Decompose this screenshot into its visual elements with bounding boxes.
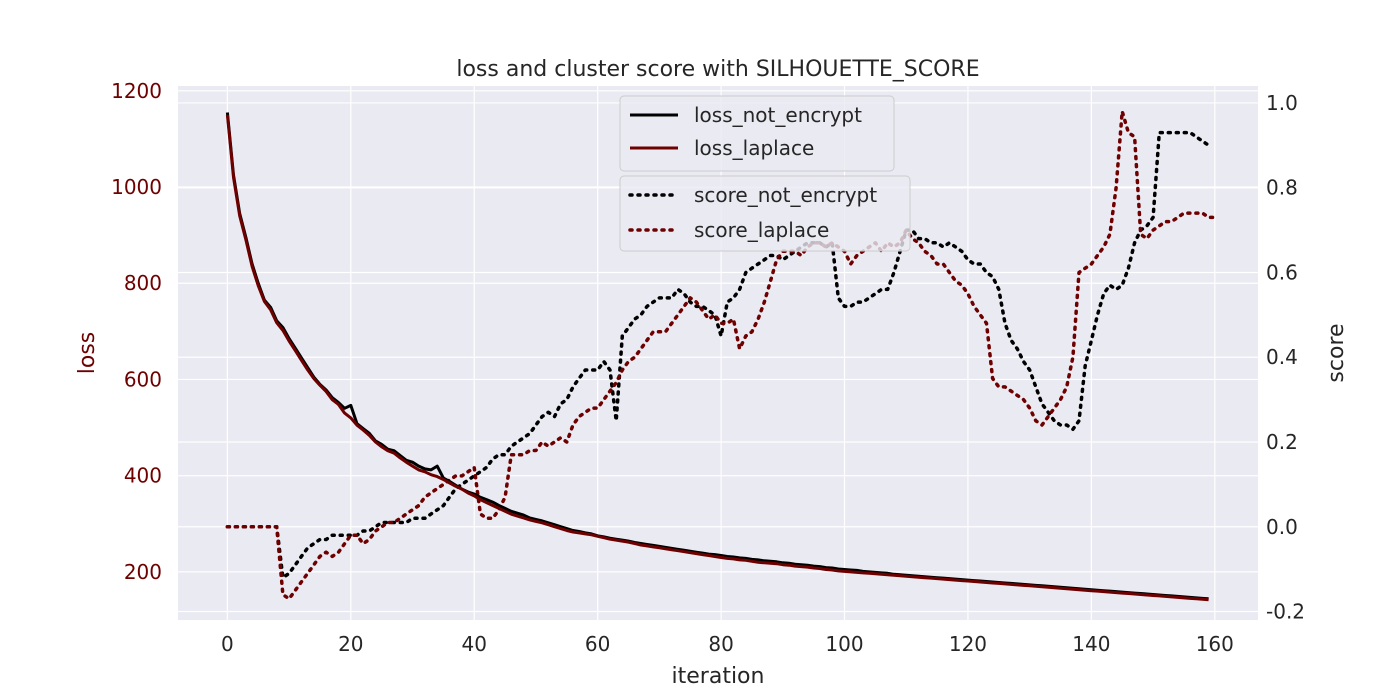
x-tick-label: 40 xyxy=(462,632,487,656)
left-axis-ticks: 200 400 600 800 1000 1200 xyxy=(111,79,162,584)
legend-loss-box xyxy=(619,95,895,172)
grid xyxy=(178,86,1258,620)
series-line-loss-laplace xyxy=(225,114,1209,602)
x-tick-label: 60 xyxy=(585,632,610,656)
legend-score-box xyxy=(619,175,911,252)
chart-title: loss and cluster score with SILHOUETTE_S… xyxy=(456,57,979,82)
left-y-tick-label: 800 xyxy=(124,271,162,295)
legend-loss: loss_not_encrypt loss_laplace xyxy=(619,95,895,172)
series-line-score-laplace xyxy=(225,109,1217,601)
right-y-tick-label: 0.6 xyxy=(1266,260,1298,284)
x-tick-label: 80 xyxy=(708,632,733,656)
x-tick-label: 100 xyxy=(825,632,863,656)
left-y-tick-label: 600 xyxy=(124,367,162,391)
plot-area xyxy=(178,86,1258,620)
x-tick-label: 120 xyxy=(949,632,987,656)
x-tick-label: 140 xyxy=(1072,632,1110,656)
right-y-tick-label: 0.4 xyxy=(1266,345,1298,369)
legend-label-loss-not-encrypt: loss_not_encrypt xyxy=(694,103,862,127)
left-y-tick-label: 200 xyxy=(124,560,162,584)
x-tick-label: 0 xyxy=(221,632,234,656)
left-axis-label: loss xyxy=(75,332,100,375)
left-y-tick-label: 400 xyxy=(124,464,162,488)
right-axis-ticks: -0.2 0.0 0.2 0.4 0.6 0.8 1.0 xyxy=(1266,91,1305,624)
legend-label-loss-laplace: loss_laplace xyxy=(694,136,814,160)
right-y-tick-label: 0.2 xyxy=(1266,430,1298,454)
left-y-tick-label: 1200 xyxy=(111,79,162,103)
x-axis-ticks: 0 20 40 60 80 100 120 140 160 xyxy=(221,632,1234,656)
right-y-tick-label: 0.0 xyxy=(1266,515,1298,539)
series-layer xyxy=(225,109,1217,602)
right-y-tick-label: 1.0 xyxy=(1266,91,1298,115)
right-y-tick-label: -0.2 xyxy=(1266,600,1305,624)
x-tick-label: 160 xyxy=(1196,632,1234,656)
right-y-tick-label: 0.8 xyxy=(1266,176,1298,200)
x-axis-label: iteration xyxy=(672,664,765,689)
legend-score: score_not_encrypt score_laplace xyxy=(619,175,911,252)
legend-label-score-not-encrypt: score_not_encrypt xyxy=(694,183,877,207)
legend-label-score-laplace: score_laplace xyxy=(694,218,829,242)
right-axis-label: score xyxy=(1324,323,1349,382)
x-tick-label: 20 xyxy=(338,632,363,656)
left-y-tick-label: 1000 xyxy=(111,175,162,199)
